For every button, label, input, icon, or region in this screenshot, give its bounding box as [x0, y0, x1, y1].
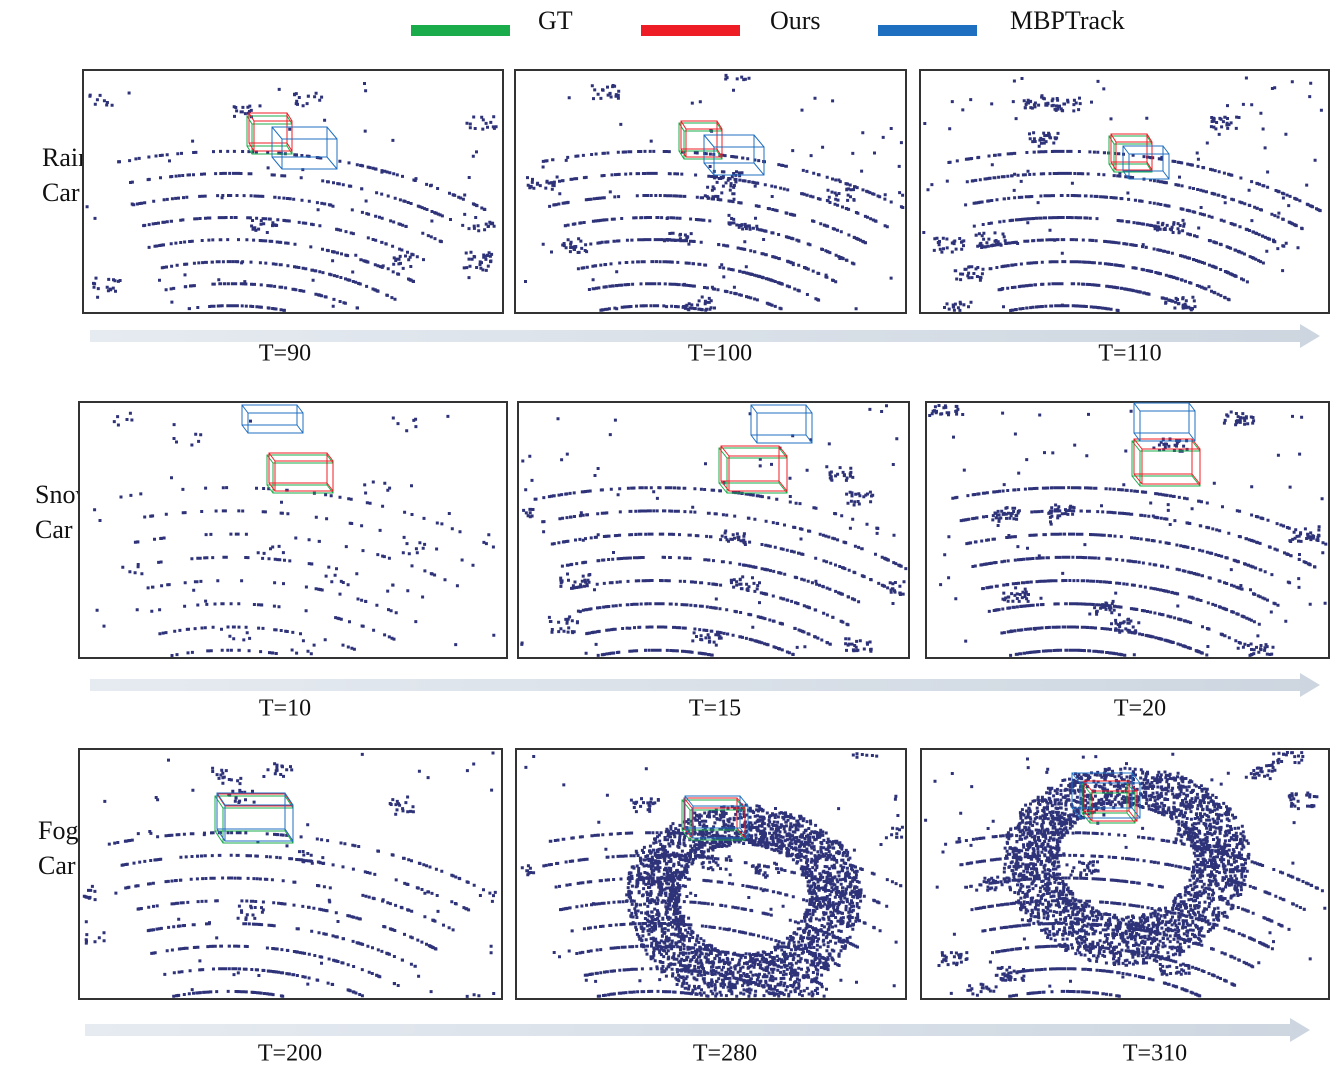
time-label: T=310 — [1123, 1041, 1187, 1065]
time-arrow — [90, 673, 1320, 697]
panel-frame — [79, 402, 507, 658]
figure: GTOursMBPTrackRainCarT=90T=100T=110SnowC… — [0, 0, 1342, 1065]
legend-label: MBPTrack — [1010, 6, 1125, 35]
legend-label: GT — [538, 6, 573, 35]
legend-swatch — [878, 25, 977, 36]
time-label: T=15 — [689, 696, 741, 722]
time-arrow — [85, 1018, 1310, 1042]
row-label: Car — [38, 851, 76, 880]
time-label: T=280 — [693, 1041, 757, 1065]
legend-label: Ours — [770, 6, 821, 35]
panel-frame — [79, 749, 502, 999]
time-label: T=90 — [259, 341, 311, 367]
panel-frame — [515, 70, 906, 313]
time-label: T=10 — [259, 696, 311, 722]
panel-frame — [83, 70, 503, 313]
time-label: T=100 — [688, 341, 752, 367]
time-label: T=110 — [1098, 341, 1161, 367]
panel-frame — [518, 402, 909, 658]
row-label: Car — [35, 515, 73, 544]
legend-swatch — [641, 25, 740, 36]
time-label: T=200 — [258, 1041, 322, 1065]
row-label: Fog — [38, 816, 78, 845]
time-label: T=20 — [1114, 696, 1166, 722]
row-label: Car — [42, 178, 80, 207]
legend-swatch — [411, 25, 510, 36]
